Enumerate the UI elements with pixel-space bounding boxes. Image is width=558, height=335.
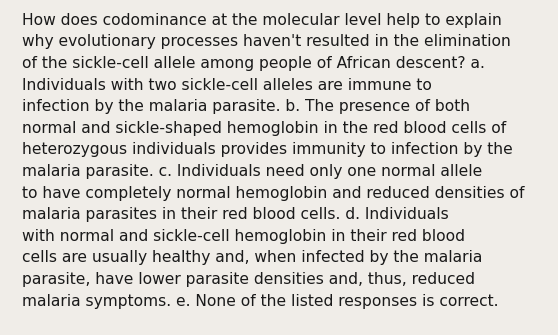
Text: How does codominance at the molecular level help to explain
why evolutionary pro: How does codominance at the molecular le… <box>22 13 525 309</box>
